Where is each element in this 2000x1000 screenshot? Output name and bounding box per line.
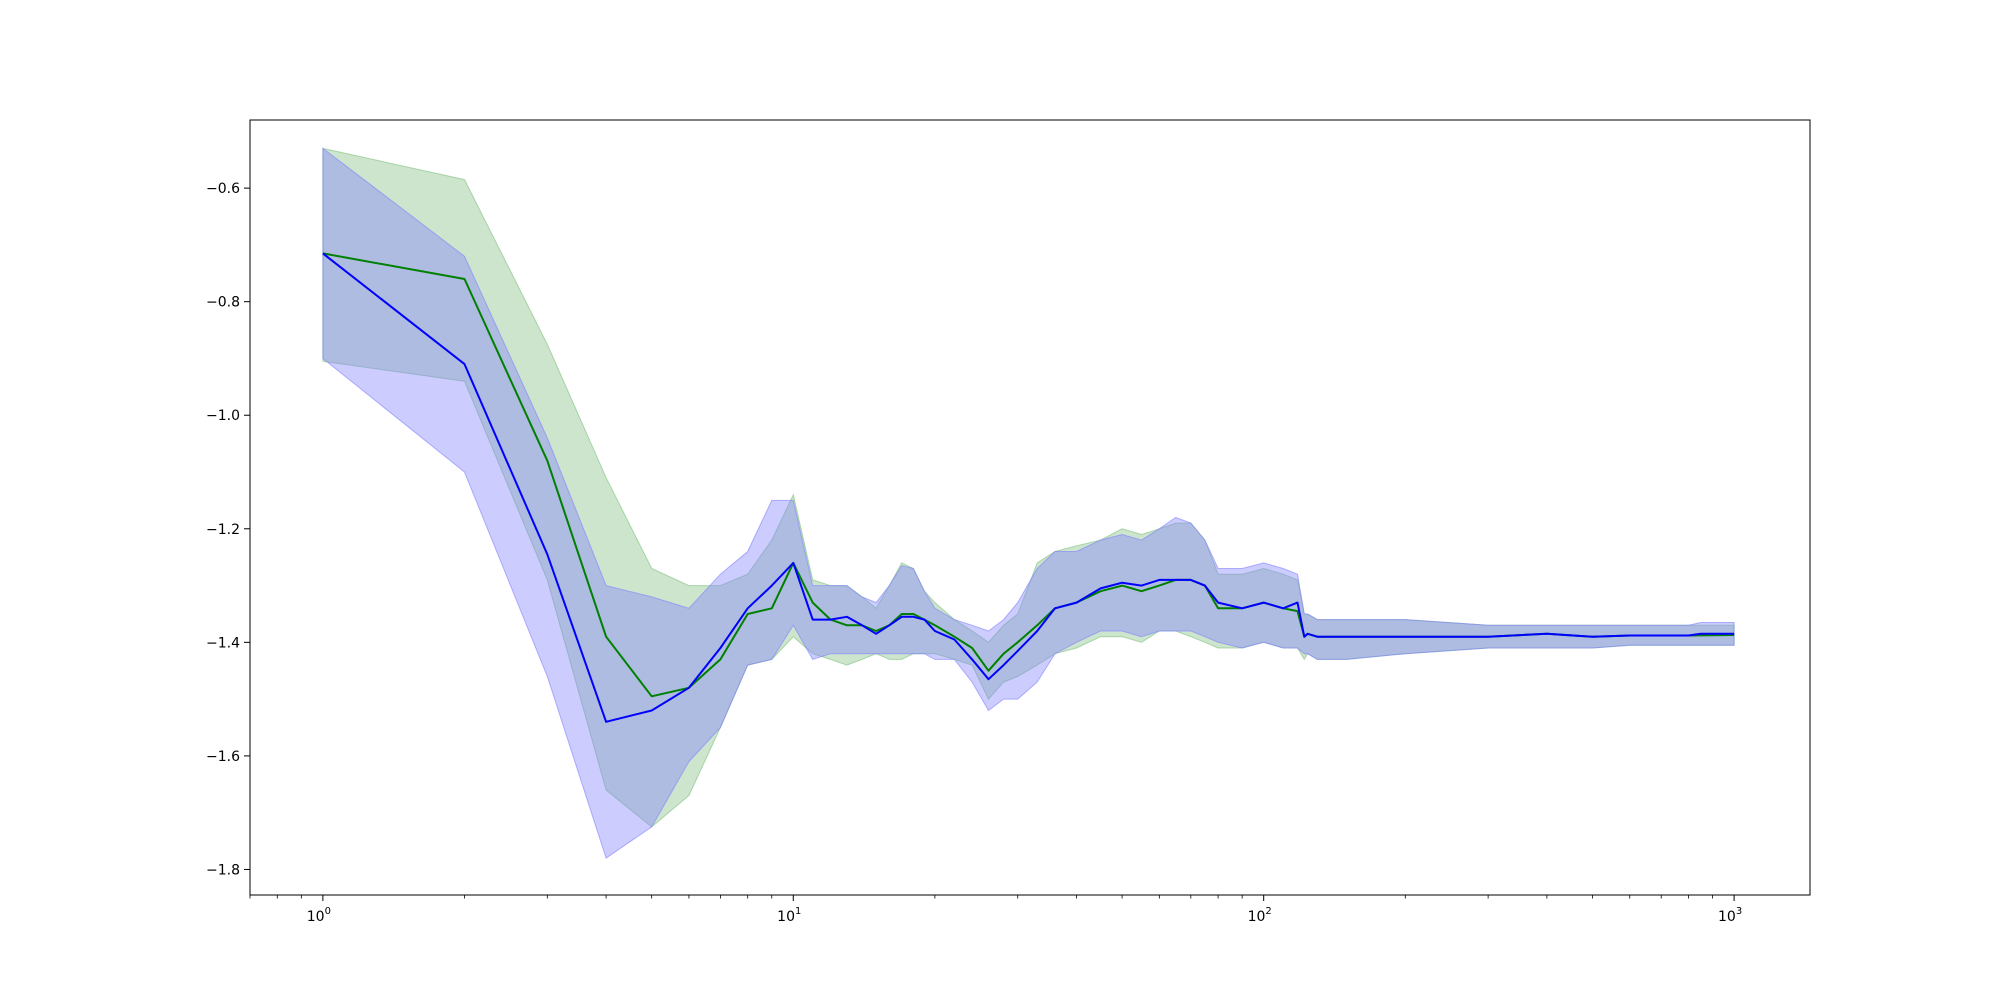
x-tick-label: 103	[1718, 906, 1742, 925]
confidence-bands	[322, 147, 1735, 859]
x-axis-ticks: 100 101 102 103	[249, 895, 1742, 925]
plot-area-frame	[249, 119, 1811, 896]
y-tick-label: −1.8	[206, 862, 240, 878]
series-2-line	[322, 252, 1735, 723]
y-axis-ticks: −0.6 −0.8 −1.0 −1.2 −1.4 −1.6 −1.8	[206, 181, 250, 878]
y-tick-label: −1.2	[206, 522, 240, 538]
x-tick-label: 100	[307, 906, 331, 925]
y-tick-label: −1.0	[206, 408, 240, 424]
y-tick-label: −1.4	[206, 635, 240, 651]
series-2-band	[322, 147, 1735, 859]
y-tick-label: −1.6	[206, 749, 240, 765]
x-tick-label: 102	[1248, 906, 1272, 925]
y-tick-label: −0.8	[206, 295, 240, 311]
series-lines	[322, 252, 1735, 723]
x-tick-label: 101	[777, 906, 801, 925]
y-tick-label: −0.6	[206, 181, 240, 197]
